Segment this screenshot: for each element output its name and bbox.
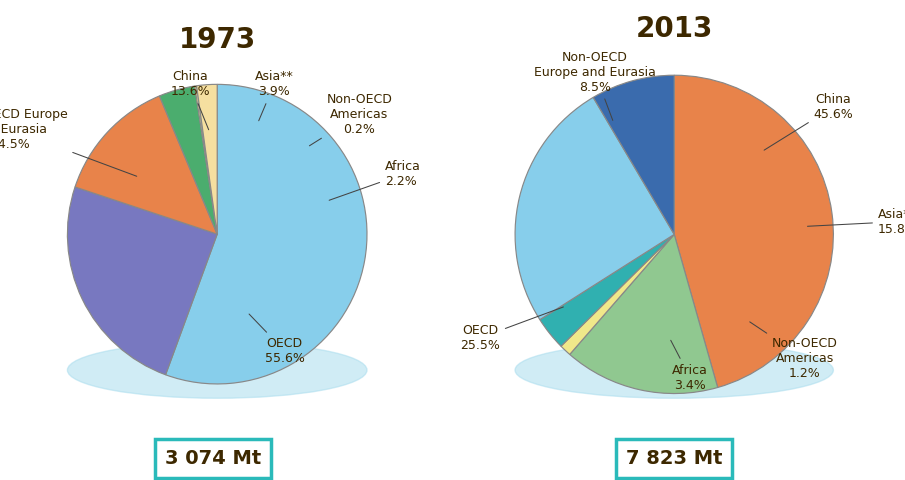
Text: Non-OECD Europe
and Eurasia
24.5%: Non-OECD Europe and Eurasia 24.5% (0, 108, 137, 176)
Title: 2013: 2013 (635, 15, 713, 43)
Wedge shape (196, 84, 217, 234)
Wedge shape (540, 234, 674, 346)
Text: China
13.6%: China 13.6% (170, 71, 210, 130)
Wedge shape (570, 234, 718, 394)
Text: Africa
2.2%: Africa 2.2% (329, 160, 421, 200)
Text: 3 074 Mt: 3 074 Mt (165, 449, 261, 468)
Wedge shape (159, 86, 217, 234)
Wedge shape (166, 84, 367, 384)
Text: OECD
25.5%: OECD 25.5% (460, 307, 564, 352)
Text: 7 823 Mt: 7 823 Mt (626, 449, 722, 468)
Text: China
45.6%: China 45.6% (764, 93, 853, 150)
Text: Non-OECD
Americas
0.2%: Non-OECD Americas 0.2% (310, 93, 393, 146)
Wedge shape (593, 75, 674, 234)
Text: Asia**
15.8%: Asia** 15.8% (807, 208, 905, 236)
Wedge shape (515, 97, 674, 320)
Text: OECD
55.6%: OECD 55.6% (249, 314, 305, 365)
Text: Non-OECD
Europe and Eurasia
8.5%: Non-OECD Europe and Eurasia 8.5% (534, 50, 655, 120)
Wedge shape (67, 187, 217, 375)
Ellipse shape (515, 342, 834, 398)
Text: Africa
3.4%: Africa 3.4% (671, 340, 708, 392)
Text: Non-OECD
Americas
1.2%: Non-OECD Americas 1.2% (749, 322, 838, 380)
Wedge shape (561, 234, 674, 354)
Wedge shape (674, 75, 834, 387)
Title: 1973: 1973 (178, 26, 256, 54)
Wedge shape (195, 86, 217, 234)
Text: Asia**
3.9%: Asia** 3.9% (254, 71, 293, 121)
Ellipse shape (67, 342, 367, 398)
Wedge shape (75, 96, 217, 234)
